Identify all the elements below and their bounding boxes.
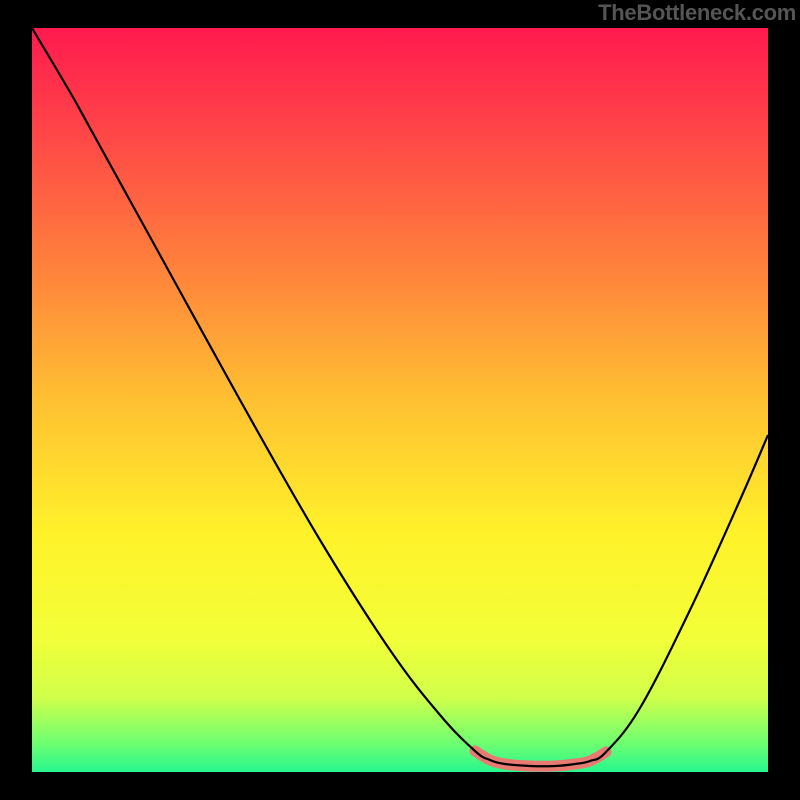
curve-layer (32, 28, 768, 772)
chart-root: TheBottleneck.com (0, 0, 800, 800)
bottleneck-curve (32, 28, 768, 766)
watermark-text: TheBottleneck.com (598, 0, 796, 26)
plot-area (32, 28, 768, 772)
bottleneck-highlight-segment (475, 751, 606, 766)
